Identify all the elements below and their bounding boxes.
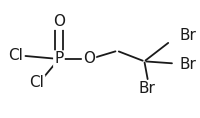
Text: Br: Br	[179, 57, 196, 72]
Text: O: O	[83, 51, 95, 67]
Text: Br: Br	[179, 28, 196, 43]
Text: Cl: Cl	[8, 48, 23, 63]
Text: O: O	[53, 14, 65, 29]
Text: Cl: Cl	[29, 75, 44, 90]
Text: P: P	[54, 51, 64, 67]
Text: Br: Br	[139, 81, 156, 96]
